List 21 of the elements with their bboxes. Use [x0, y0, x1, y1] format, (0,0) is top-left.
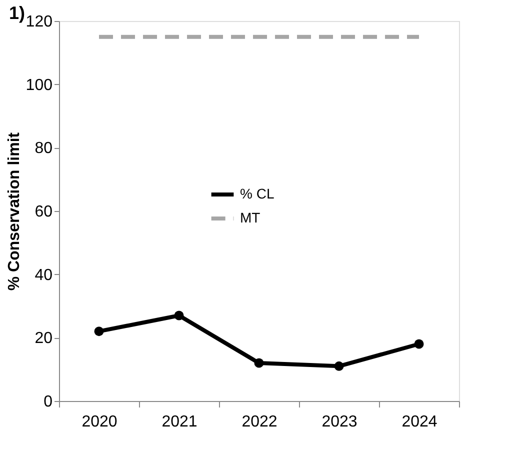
y-tick-label: 100	[26, 76, 53, 94]
point	[414, 339, 424, 349]
y-axis-title: % Conservation limit	[6, 132, 23, 291]
legend-label: MT	[240, 210, 261, 226]
x-tick-label: 2020	[82, 414, 118, 430]
point	[254, 358, 264, 368]
x-tick-label: 2024	[402, 414, 438, 430]
y-tick-label: 40	[34, 266, 53, 284]
y-tick-label: 20	[34, 330, 53, 348]
point	[94, 326, 104, 336]
chart-title: 1)	[9, 3, 26, 23]
y-tick-label: 0	[44, 394, 53, 410]
point	[334, 361, 344, 371]
x-tick-label: 2021	[162, 414, 198, 430]
y-tick-label: 60	[34, 204, 53, 220]
point	[174, 310, 184, 320]
y-tick-label: 120	[26, 14, 53, 30]
y-tick-label: 80	[34, 140, 53, 158]
legend-label: % CL	[240, 186, 274, 202]
x-tick-label: 2022	[242, 414, 278, 430]
x-tick-label: 2023	[322, 414, 358, 430]
